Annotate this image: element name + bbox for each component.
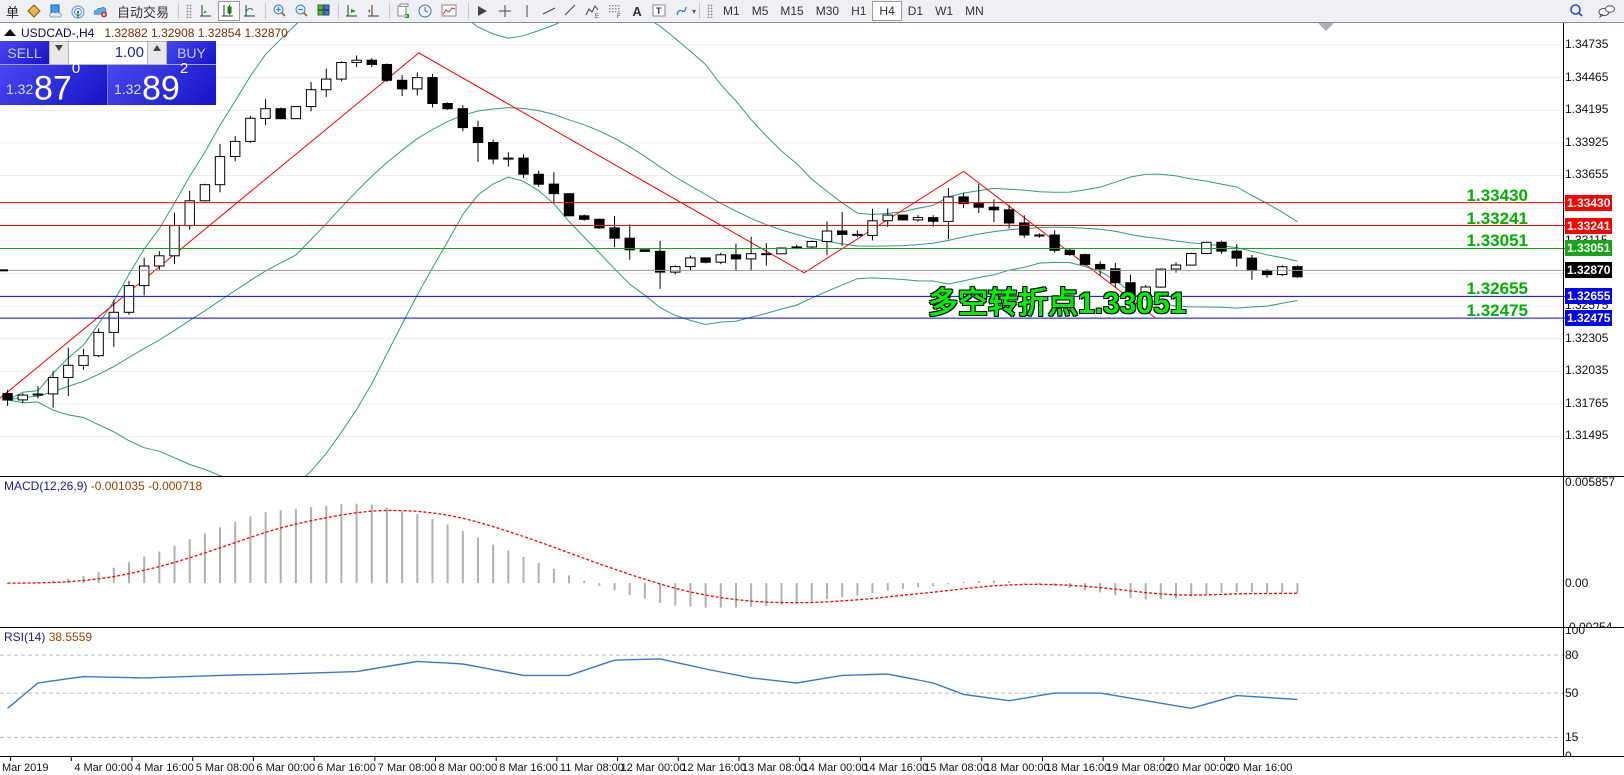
svg-text:15 Mar 08:00: 15 Mar 08:00 (924, 762, 989, 774)
svg-text:Mar 2019: Mar 2019 (2, 762, 48, 774)
svg-text:8 Mar 16:00: 8 Mar 16:00 (499, 762, 558, 774)
svg-text:6 Mar 00:00: 6 Mar 00:00 (256, 762, 315, 774)
svg-text:F: F (617, 14, 621, 19)
svg-text:11 Mar 08:00: 11 Mar 08:00 (560, 762, 624, 774)
svg-text:T: T (656, 6, 662, 16)
svg-text:5 Mar 08:00: 5 Mar 08:00 (196, 762, 255, 774)
svg-text:8 Mar 00:00: 8 Mar 00:00 (439, 762, 498, 774)
svg-text:19 Mar 08:00: 19 Mar 08:00 (1106, 762, 1171, 774)
svg-text:7 Mar 08:00: 7 Mar 08:00 (378, 762, 437, 774)
svg-text:13 Mar 08:00: 13 Mar 08:00 (742, 762, 807, 774)
svg-text:14 Mar 00:00: 14 Mar 00:00 (803, 762, 868, 774)
svg-text:12 Mar 00:00: 12 Mar 00:00 (621, 762, 686, 774)
svg-text:20 Mar 16:00: 20 Mar 16:00 (1228, 762, 1293, 774)
svg-text:14 Mar 16:00: 14 Mar 16:00 (863, 762, 928, 774)
svg-text:4 Mar 16:00: 4 Mar 16:00 (135, 762, 194, 774)
svg-text:6 Mar 16:00: 6 Mar 16:00 (317, 762, 376, 774)
svg-text:4 Mar 00:00: 4 Mar 00:00 (74, 762, 133, 774)
svg-text:20 Mar 00:00: 20 Mar 00:00 (1167, 762, 1232, 774)
svg-text:18 Mar 16:00: 18 Mar 16:00 (1045, 762, 1110, 774)
svg-text:E: E (595, 14, 599, 19)
svg-text:18 Mar 00:00: 18 Mar 00:00 (985, 762, 1050, 774)
svg-text:12 Mar 16:00: 12 Mar 16:00 (681, 762, 746, 774)
